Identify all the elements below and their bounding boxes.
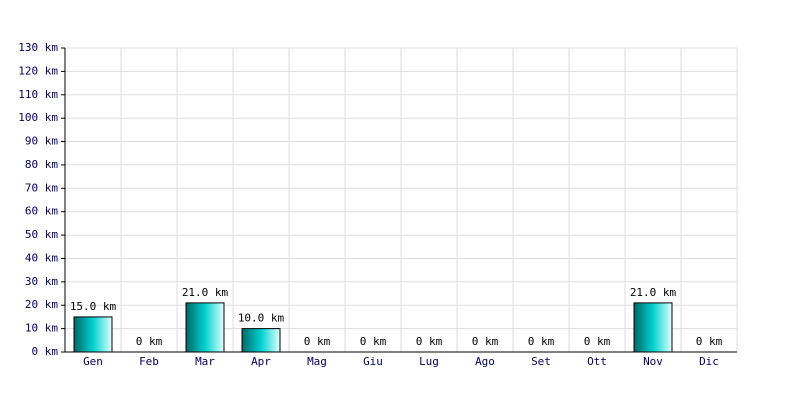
value-label: 0 km: [584, 335, 611, 348]
value-label: 10.0 km: [238, 312, 285, 325]
value-label: 21.0 km: [182, 286, 229, 299]
y-tick-label: 90 km: [25, 135, 58, 148]
y-tick-label: 0 km: [32, 345, 59, 358]
y-tick-label: 110 km: [18, 88, 58, 101]
y-tick-label: 20 km: [25, 298, 58, 311]
value-label: 0 km: [528, 335, 555, 348]
x-tick-label: Gen: [83, 355, 103, 368]
x-tick-label: Ott: [587, 355, 607, 368]
bar: [633, 302, 673, 353]
x-tick-label: Feb: [139, 355, 159, 368]
y-tick-label: 120 km: [18, 64, 58, 77]
value-label: 21.0 km: [630, 286, 677, 299]
value-label: 0 km: [304, 335, 331, 348]
y-tick-label: 70 km: [25, 181, 58, 194]
x-tick-label: Mar: [195, 355, 215, 368]
x-tick-label: Set: [531, 355, 551, 368]
value-label: 0 km: [360, 335, 387, 348]
y-tick-label: 30 km: [25, 275, 58, 288]
x-tick-label: Giu: [363, 355, 383, 368]
x-tick-label: Nov: [643, 355, 663, 368]
value-label: 0 km: [136, 335, 163, 348]
y-tick-label: 10 km: [25, 322, 58, 335]
x-tick-label: Apr: [251, 355, 271, 368]
value-label: 0 km: [696, 335, 723, 348]
y-tick-label: 40 km: [25, 251, 58, 264]
y-tick-label: 50 km: [25, 228, 58, 241]
y-tick-label: 60 km: [25, 205, 58, 218]
y-tick-label: 80 km: [25, 158, 58, 171]
bar: [241, 328, 281, 353]
bar: [73, 316, 113, 353]
y-tick-label: 130 km: [18, 41, 58, 54]
value-label: 0 km: [416, 335, 443, 348]
x-tick-label: Lug: [419, 355, 439, 368]
x-tick-label: Dic: [699, 355, 719, 368]
value-label: 0 km: [472, 335, 499, 348]
y-tick-label: 100 km: [18, 111, 58, 124]
value-label: 15.0 km: [70, 300, 117, 313]
bar: [185, 302, 225, 353]
x-tick-label: Mag: [307, 355, 327, 368]
x-tick-label: Ago: [475, 355, 495, 368]
